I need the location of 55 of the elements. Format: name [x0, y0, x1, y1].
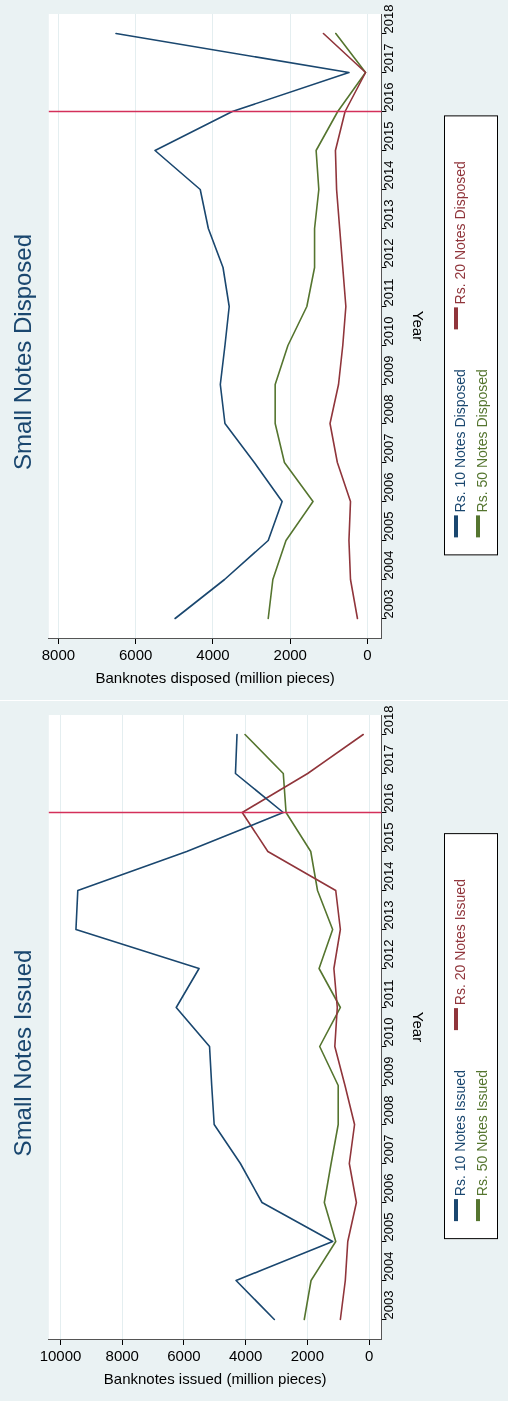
x-tick-label: 6000: [119, 646, 153, 664]
y-axis-title: Year: [409, 310, 427, 342]
text: Small Notes Disposed: [9, 233, 37, 471]
y-tick-label: 2008: [380, 394, 396, 424]
y-tick-label: 2016: [380, 82, 396, 112]
x-tick-label: 10000: [39, 1347, 82, 1365]
y-tick-label: 2009: [380, 1056, 396, 1086]
y-tick-label: 2007: [380, 433, 396, 463]
x-tick-label: 0: [364, 1347, 374, 1365]
y-tick-label: 2010: [380, 1017, 396, 1047]
y-tick-label: 2011: [380, 278, 396, 307]
y-tick-label: 2017: [380, 43, 396, 73]
y-axis-title: Year: [409, 1011, 427, 1043]
y-tick-label: 2009: [380, 355, 396, 385]
x-tick-label: 2000: [273, 646, 307, 664]
y-tick-label: 2010: [380, 316, 396, 346]
x-tick-label: 0: [363, 646, 372, 664]
y-tick-label: 2007: [380, 1134, 396, 1164]
y-tick-label: 2004: [380, 550, 396, 580]
y-tick-label: 2012: [380, 939, 396, 969]
y-tick-label: 2017: [380, 744, 396, 774]
text: Rs. 20 Notes Disposed: [452, 160, 468, 304]
y-tick-label: 2012: [380, 238, 396, 268]
x-axis-title: Banknotes disposed (million pieces): [95, 669, 335, 687]
y-tick-label: 2005: [380, 511, 396, 541]
y-tick-label: 2018: [380, 705, 396, 735]
text: Rs. 20 Notes Issued: [452, 878, 468, 1005]
y-tick-label: 2015: [380, 121, 396, 151]
x-tick-label: 8000: [105, 1347, 139, 1365]
x-tick-label: 2000: [290, 1347, 325, 1365]
y-tick-label: 2018: [380, 4, 396, 34]
x-tick-label: 8000: [41, 646, 76, 664]
text: Rs. 50 Notes Issued: [474, 1070, 490, 1197]
y-tick-label: 2003: [380, 1290, 396, 1320]
y-tick-label: 2014: [380, 160, 396, 190]
text: Rs. 50 Notes Disposed: [474, 369, 490, 513]
text: Rs. 10 Notes Disposed: [452, 369, 468, 513]
y-tick-label: 2014: [380, 861, 396, 891]
x-tick-label: 4000: [228, 1347, 263, 1365]
y-tick-label: 2006: [380, 1173, 396, 1203]
y-tick-label: 2006: [380, 472, 396, 502]
x-tick-label: 6000: [167, 1347, 201, 1365]
text: Rs. 10 Notes Issued: [452, 1070, 468, 1197]
y-tick-label: 2005: [380, 1212, 396, 1242]
y-tick-label: 2008: [380, 1095, 396, 1125]
y-tick-label: 2003: [380, 589, 396, 619]
y-tick-label: 2011: [380, 979, 396, 1008]
x-axis-title: Banknotes issued (million pieces): [103, 1370, 327, 1388]
y-tick-label: 2013: [380, 900, 396, 930]
y-tick-label: 2016: [380, 783, 396, 813]
text: Small Notes Issued: [9, 949, 37, 1157]
y-tick-label: 2015: [380, 822, 396, 852]
y-tick-label: 2004: [380, 1251, 396, 1281]
y-tick-label: 2013: [380, 199, 396, 229]
x-tick-label: 4000: [196, 646, 230, 664]
